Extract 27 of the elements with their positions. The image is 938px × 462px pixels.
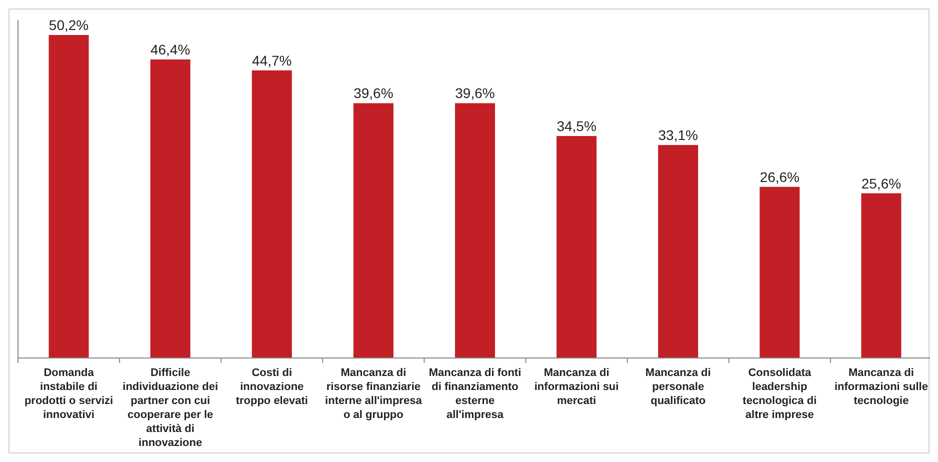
data-label: 25,6% — [861, 175, 902, 192]
x-tick-label: Domanda instabile di prodotti o servizi innovativi — [24, 367, 114, 421]
bar — [455, 103, 495, 358]
bar — [48, 35, 89, 358]
x-tick-label: Mancanza di informazioni sui mercati — [534, 367, 619, 407]
bar — [861, 193, 902, 358]
x-tick-label: Difficile individuazione dei partner con cui cooperare per le attività di innovazione — [122, 367, 218, 449]
data-label: 50,2% — [48, 17, 89, 33]
bar — [252, 70, 292, 358]
data-label: 46,4% — [150, 41, 190, 58]
bar — [658, 145, 698, 358]
data-label: 44,7% — [252, 52, 292, 68]
bar — [556, 136, 597, 358]
x-tick-label: Mancanza di personale qualificato — [645, 367, 711, 407]
data-label: 33,1% — [658, 127, 698, 144]
data-label: 39,6% — [455, 85, 495, 102]
x-tick-label: Mancanza di risorse finanziarie interne all'impresa o al gruppo — [325, 367, 423, 421]
data-label: 26,6% — [760, 168, 800, 185]
bar — [353, 103, 394, 358]
x-tick-label: Costi di innovazione troppo elevati — [236, 367, 308, 407]
bar — [760, 186, 800, 358]
bar — [150, 59, 190, 358]
data-label: 39,6% — [354, 85, 394, 102]
x-tick-label: Consolidata leadership tecnologica di altre imprese — [742, 367, 817, 421]
data-label: 34,5% — [556, 118, 596, 134]
x-tick-label: Mancanza di informazioni sulle tecnologie — [834, 367, 928, 407]
x-tick-label: Mancanza di fonti di finanziamento esterne all'impresa — [428, 367, 522, 421]
